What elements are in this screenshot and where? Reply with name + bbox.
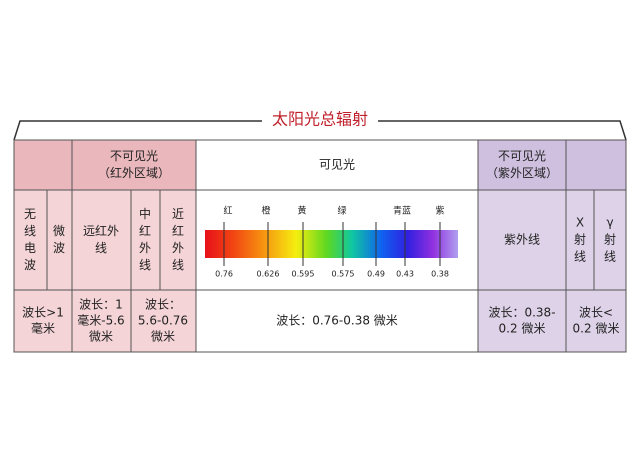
color-name: 黄	[297, 205, 306, 217]
infrared-header: （红外区域）	[98, 165, 170, 180]
band-name: γ	[606, 216, 613, 230]
band-name: 外	[172, 241, 184, 255]
band-name: 微	[53, 224, 65, 238]
band-wavelength: 微米	[89, 330, 113, 344]
band-name: 紫外线	[504, 233, 540, 247]
band-wavelength: 波长：	[145, 298, 181, 312]
infrared-header: 不可见光	[110, 149, 158, 163]
band-wavelength: 波长：1	[79, 298, 123, 312]
spectrum-wavelength: 0.575	[332, 270, 355, 279]
ultraviolet-header: （紫外区域）	[486, 166, 558, 180]
band-wavelength: 5.6-0.76	[138, 314, 188, 328]
visible-header: 可见光	[319, 158, 355, 172]
band-name: 红	[172, 223, 184, 238]
band-name: 线	[574, 250, 586, 264]
band-name: 电	[24, 241, 36, 255]
band-name: 射	[574, 232, 586, 247]
band-name: 射	[604, 232, 616, 247]
color-name: 红	[223, 205, 232, 217]
band-wavelength: 毫米	[31, 321, 55, 336]
color-name: 紫	[435, 206, 444, 217]
band-name: 线	[604, 250, 616, 264]
color-name: 橙	[261, 205, 270, 217]
band-name: 线	[172, 258, 184, 272]
band-wavelength: 波长：0.76-0.38 微米	[276, 314, 398, 328]
band-wavelength: 微米	[151, 330, 175, 344]
band-wavelength: 波长>1	[22, 306, 64, 320]
band-name: 波	[24, 258, 36, 272]
title: 太阳光总辐射	[272, 110, 368, 129]
roof	[13, 120, 627, 141]
band-wavelength: 0.2 微米	[499, 322, 546, 336]
band-name: 红	[139, 223, 151, 238]
spectrum-wavelength: 0.38	[431, 270, 449, 279]
ultraviolet-header: 不可见光	[498, 149, 546, 163]
band-name: 线	[139, 258, 151, 272]
color-name: 青蓝	[393, 205, 411, 217]
spectrum-bar	[205, 230, 458, 258]
color-name: 绿	[337, 205, 346, 217]
band-name: 线	[24, 224, 36, 238]
band-wavelength: 波长<	[579, 306, 613, 320]
band-name: 远红外	[83, 223, 119, 238]
band-wavelength: 波长：0.38-	[488, 306, 555, 320]
band-name: 线	[95, 241, 107, 255]
band-name: 外	[139, 241, 151, 255]
spectrum-wavelength: 0.43	[396, 270, 414, 279]
spectrum-wavelength: 0.76	[215, 270, 233, 279]
spectrum-wavelength: 0.595	[292, 270, 315, 279]
band-wavelength: 0.2 微米	[573, 322, 620, 336]
band-name: 无	[24, 207, 36, 221]
spectrum-wavelength: 0.49	[367, 270, 385, 279]
band-name: X	[576, 216, 584, 230]
spectrum-wavelength: 0.626	[257, 270, 280, 279]
band-wavelength: 毫米-5.6	[77, 313, 124, 328]
band-name: 波	[53, 241, 65, 255]
band-name: 近	[172, 207, 184, 221]
band-name: 中	[139, 206, 151, 221]
